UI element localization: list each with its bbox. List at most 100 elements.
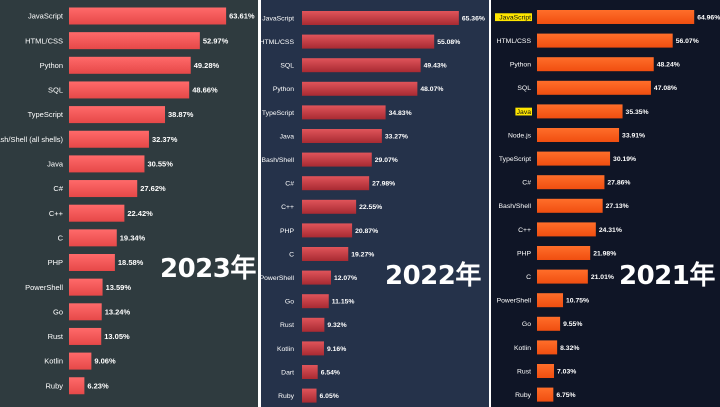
chart-panel-2021: JavaScript 64.96% HTML/CSS 56.07% Python 48.2… bbox=[491, 0, 720, 407]
bar-kotlin bbox=[69, 352, 92, 370]
value-label-kotlin: 8.32% bbox=[560, 345, 579, 352]
value-label-ruby: 6.75% bbox=[556, 392, 575, 399]
value-label-typescript: 30.19% bbox=[613, 156, 636, 163]
category-label-powershell: PowerShell bbox=[25, 283, 63, 292]
category-label-bash-shell-all-shells: Bash/Shell (all shells) bbox=[0, 135, 63, 144]
value-label-php: 21.98% bbox=[593, 250, 616, 257]
category-label-sql: SQL bbox=[48, 86, 63, 95]
value-label-c: 19.34% bbox=[120, 233, 146, 242]
value-label-c: 27.62% bbox=[140, 184, 166, 193]
category-label-php: PHP bbox=[48, 258, 63, 267]
bar-rust bbox=[537, 364, 555, 378]
category-label-sql: SQL bbox=[517, 85, 531, 92]
value-label-c: 19.27% bbox=[351, 251, 374, 258]
category-label-c: C bbox=[526, 274, 531, 281]
category-label-typescript: TypeScript bbox=[499, 156, 531, 163]
bar-html-css bbox=[537, 33, 673, 48]
bar-php bbox=[302, 223, 353, 238]
value-label-php: 20.87% bbox=[355, 228, 378, 235]
value-label-java: 30.55% bbox=[147, 160, 173, 169]
bar-sql bbox=[302, 58, 421, 73]
category-label-javascript: JavaScript bbox=[499, 14, 531, 21]
value-label-html-css: 56.07% bbox=[676, 38, 699, 45]
panel-gap-left bbox=[258, 0, 261, 407]
category-label-python: Python bbox=[273, 86, 294, 93]
category-label-php: PHP bbox=[280, 228, 294, 235]
category-label-kotlin: Kotlin bbox=[514, 345, 531, 352]
value-label-bash-shell: 29.07% bbox=[375, 157, 398, 164]
value-label-html-css: 55.08% bbox=[437, 39, 460, 46]
bar-javascript bbox=[302, 11, 459, 25]
bar-python bbox=[537, 57, 654, 72]
value-label-typescript: 38.87% bbox=[168, 110, 194, 119]
bar-c bbox=[537, 175, 605, 190]
category-label-java: Java bbox=[47, 160, 64, 169]
value-label-c: 27.98% bbox=[372, 181, 395, 188]
value-label-powershell: 13.59% bbox=[106, 283, 132, 292]
value-label-c: 22.55% bbox=[359, 204, 382, 211]
bar-c bbox=[69, 180, 138, 198]
category-label-php: PHP bbox=[517, 250, 531, 257]
value-label-bash-shell: 27.13% bbox=[606, 203, 629, 210]
category-label-typescript: TypeScript bbox=[28, 110, 64, 119]
bar-python bbox=[69, 56, 191, 74]
category-label-rust: Rust bbox=[48, 332, 64, 341]
bar-typescript bbox=[302, 105, 386, 120]
category-label-python: Python bbox=[40, 61, 63, 70]
bar-javascript bbox=[69, 7, 227, 25]
value-label-java: 35.35% bbox=[626, 109, 649, 116]
value-label-rust: 7.03% bbox=[557, 368, 576, 375]
category-label-node-js: Node.js bbox=[508, 132, 532, 139]
value-label-go: 13.24% bbox=[105, 307, 131, 316]
bar-sql bbox=[537, 80, 651, 95]
bar-dart bbox=[302, 365, 318, 379]
chart-title-2022: 2022年 bbox=[385, 261, 481, 291]
bar-chart-2023: JavaScript 63.61% HTML/CSS 52.97% Python 49.2… bbox=[0, 7, 255, 395]
bar-php bbox=[537, 246, 591, 260]
bar-php bbox=[69, 254, 115, 271]
value-label-go: 9.55% bbox=[563, 321, 582, 328]
category-label-bash-shell: Bash/Shell bbox=[262, 157, 295, 164]
value-label-python: 48.07% bbox=[420, 86, 443, 93]
category-label-dart: Dart bbox=[281, 369, 294, 376]
category-label-python: Python bbox=[510, 62, 531, 69]
value-label-node-js: 33.91% bbox=[622, 132, 645, 139]
bar-c bbox=[69, 204, 125, 222]
category-label-c: C# bbox=[285, 181, 294, 188]
category-label-java: Java bbox=[280, 133, 295, 140]
bar-c bbox=[302, 247, 349, 261]
bar-java bbox=[537, 104, 623, 119]
category-label-c: C++ bbox=[49, 209, 64, 218]
category-label-html-css: HTML/CSS bbox=[25, 36, 63, 45]
bar-typescript bbox=[69, 106, 166, 124]
category-label-bash-shell: Bash/Shell bbox=[499, 203, 532, 210]
category-label-c: C++ bbox=[518, 227, 531, 234]
category-label-javascript: JavaScript bbox=[262, 15, 294, 22]
value-label-javascript: 65.36% bbox=[462, 15, 485, 22]
value-label-javascript: 63.61% bbox=[229, 12, 255, 21]
category-label-html-css: HTML/CSS bbox=[497, 38, 532, 45]
highlight-box-java bbox=[515, 107, 532, 116]
bar-kotlin bbox=[537, 340, 558, 355]
value-label-java: 33.27% bbox=[385, 133, 408, 140]
chart-panel-2023: JavaScript 63.61% HTML/CSS 52.97% Python 49.2… bbox=[0, 0, 258, 407]
value-label-c: 24.31% bbox=[599, 227, 622, 234]
bar-kotlin bbox=[302, 341, 324, 356]
category-label-powershell: PowerShell bbox=[497, 298, 532, 305]
value-label-ruby: 6.23% bbox=[87, 381, 109, 390]
category-label-html-css: HTML/CSS bbox=[261, 39, 294, 46]
bar-java bbox=[69, 155, 145, 173]
bar-html-css bbox=[69, 32, 200, 50]
bar-node-js bbox=[537, 128, 620, 142]
bar-rust bbox=[302, 317, 325, 332]
bar-javascript bbox=[537, 10, 695, 24]
value-label-html-css: 52.97% bbox=[203, 36, 229, 45]
value-label-javascript: 64.96% bbox=[697, 14, 720, 21]
category-label-c: C bbox=[58, 233, 64, 242]
value-label-c: 22.42% bbox=[127, 209, 153, 218]
category-label-kotlin: Kotlin bbox=[277, 346, 294, 353]
value-label-rust: 9.32% bbox=[327, 322, 346, 329]
chart-title-2021: 2021年 bbox=[619, 261, 715, 291]
value-label-c: 27.86% bbox=[607, 180, 630, 187]
bar-powershell bbox=[302, 270, 331, 285]
